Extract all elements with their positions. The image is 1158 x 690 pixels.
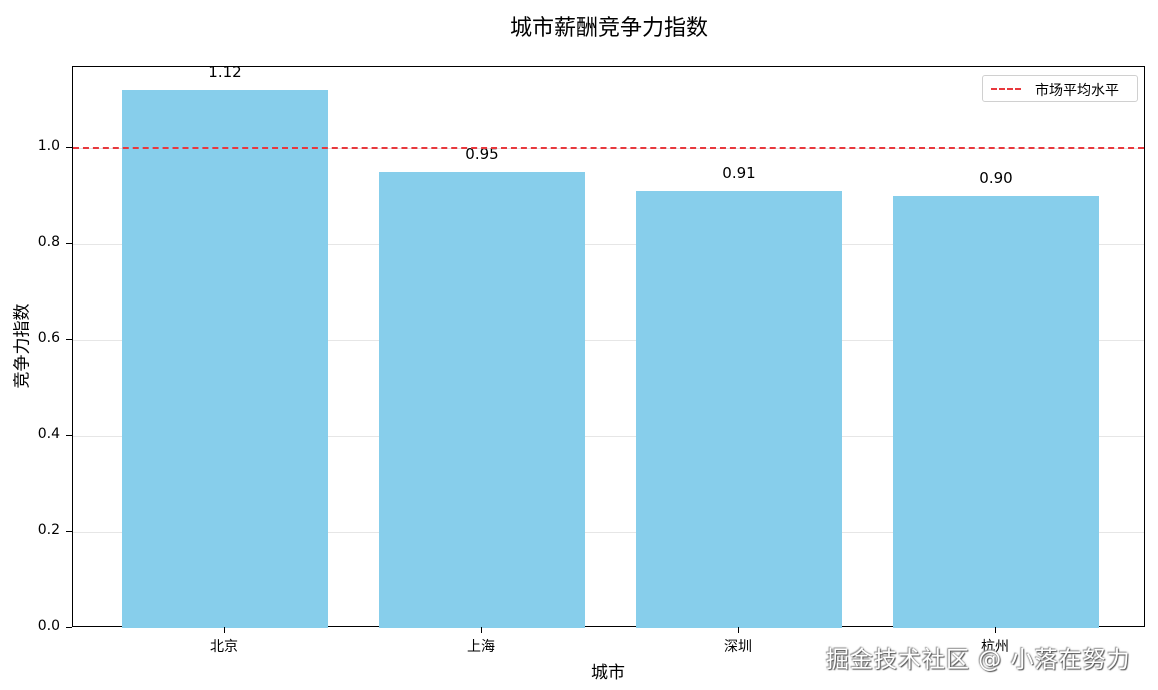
gridline [73, 436, 1144, 437]
watermark: 掘金技术社区 @ 小落在努力 [826, 647, 1131, 673]
plot-area: 1.12 0.95 0.91 0.90 [72, 63, 1145, 628]
y-tick [66, 531, 72, 533]
bar [636, 191, 842, 628]
gridline [73, 244, 1144, 245]
y-tick [66, 627, 72, 629]
y-tick-label: 0.8 [37, 234, 60, 250]
gridline [73, 340, 1144, 341]
chart-title: 城市薪酬竞争力指数 [509, 16, 708, 41]
x-tick [995, 627, 997, 633]
y-tick-label: 0.0 [37, 618, 60, 634]
bar-value-label: 0.91 [722, 164, 756, 183]
x-tick [224, 627, 226, 633]
bar [893, 196, 1099, 628]
y-tick-label: 0.6 [37, 330, 60, 346]
x-tick-label: 北京 [210, 639, 238, 655]
y-axis-label: 竞争力指数 [12, 303, 33, 389]
gridline [73, 532, 1144, 533]
bar-value-label: 0.95 [465, 145, 499, 163]
y-tick [66, 435, 72, 437]
legend-label: 市场平均水平 [1035, 83, 1119, 99]
legend: 市场平均水平 [982, 75, 1138, 102]
bar-value-label: 0.90 [979, 169, 1013, 187]
y-tick-label: 0.2 [37, 522, 60, 538]
x-tick [481, 627, 483, 633]
bar-value-label: 1.12 [208, 63, 242, 82]
x-tick-label: 杭州 [981, 639, 1009, 655]
bar [122, 90, 328, 628]
y-tick [66, 243, 72, 245]
x-tick-label: 上海 [467, 639, 495, 655]
x-tick [738, 627, 740, 633]
y-tick-label: 0.4 [37, 426, 60, 442]
x-axis-label: 城市 [591, 663, 625, 683]
bar [379, 172, 585, 628]
x-tick-label: 深圳 [724, 639, 752, 655]
y-tick [66, 147, 72, 149]
market-average-line [73, 147, 1144, 149]
y-tick [66, 339, 72, 341]
y-tick-label: 1.0 [37, 138, 60, 154]
dashed-line-swatch-icon [991, 88, 1021, 90]
